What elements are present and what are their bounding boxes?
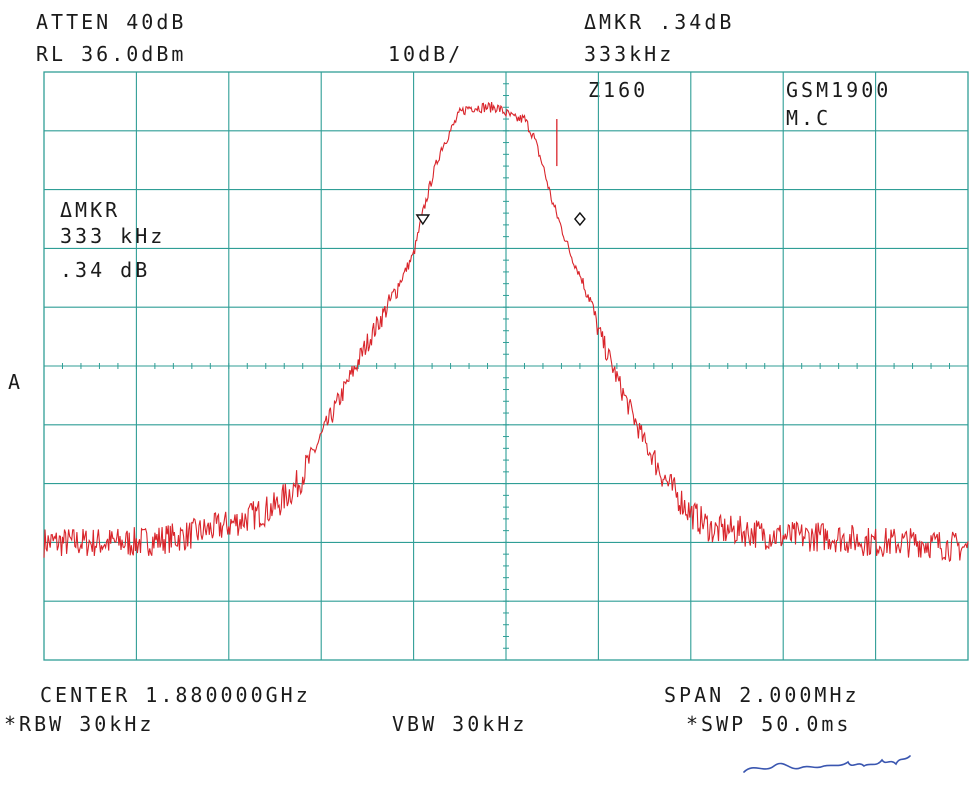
reference-marker xyxy=(415,214,431,226)
z-readout: Z160 xyxy=(588,78,649,102)
marker-readout-freq: 333 kHz xyxy=(60,224,166,248)
signature xyxy=(743,755,911,773)
atten-readout: ATTEN 40dB xyxy=(36,10,187,34)
scale-readout: 10dB/ xyxy=(388,42,464,66)
rbw-readout: *RBW 30kHz xyxy=(4,712,155,736)
span-readout: SPAN 2.000MHz xyxy=(664,683,860,707)
center-frequency-readout: CENTER 1.880000GHz xyxy=(40,683,311,707)
delta-marker-level-readout: ΔMKR .34dB xyxy=(584,10,735,34)
vbw-readout: VBW 30kHz xyxy=(392,712,528,736)
sweep-readout: *SWP 50.0ms xyxy=(686,712,852,736)
trace-a-label: A xyxy=(8,370,24,394)
marker-readout-level: .34 dB xyxy=(60,258,151,282)
mode-label: M.C xyxy=(786,106,832,130)
delta-marker-freq-readout: 333kHz xyxy=(584,42,675,66)
delta-marker xyxy=(574,211,586,227)
spectrum-trace xyxy=(43,101,969,563)
band-label: GSM1900 xyxy=(786,78,892,102)
reference-level-readout: RL 36.0dBm xyxy=(36,42,187,66)
marker-readout-title: ΔMKR xyxy=(60,198,121,222)
